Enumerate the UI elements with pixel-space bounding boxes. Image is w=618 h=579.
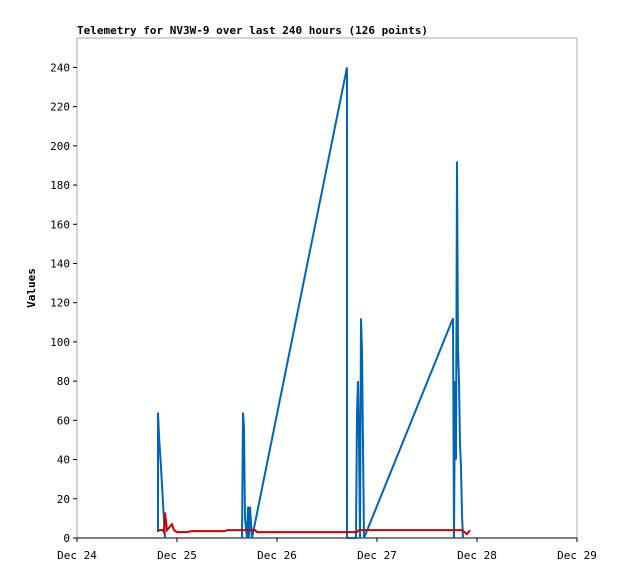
series-line [157,67,464,539]
y-tick-label: 40 [57,454,70,467]
x-tick-label: Dec 24 [57,549,97,562]
chart-title: Telemetry for NV3W-9 over last 240 hours… [77,24,428,37]
x-tick-label: Dec 27 [357,549,397,562]
y-tick-label: 240 [50,61,70,74]
series-line [157,512,471,536]
plot-frame [76,37,578,539]
y-tick-label: 140 [50,257,70,270]
x-tick-label: Dec 28 [457,549,497,562]
y-tick-label: 120 [50,297,70,310]
x-tick-label: Dec 29 [557,549,597,562]
x-tick-label: Dec 26 [257,549,297,562]
y-tick-label: 220 [50,101,70,114]
y-tick-label: 200 [50,140,70,153]
y-tick-label: 60 [57,414,70,427]
y-tick-label: 0 [63,532,70,545]
y-tick-label: 80 [57,375,70,388]
y-tick-label: 100 [50,336,70,349]
y-tick-label: 20 [57,493,70,506]
y-tick-label: 180 [50,179,70,192]
y-axis-label: Values [25,268,38,308]
x-tick-label: Dec 25 [157,549,197,562]
y-tick-label: 160 [50,218,70,231]
